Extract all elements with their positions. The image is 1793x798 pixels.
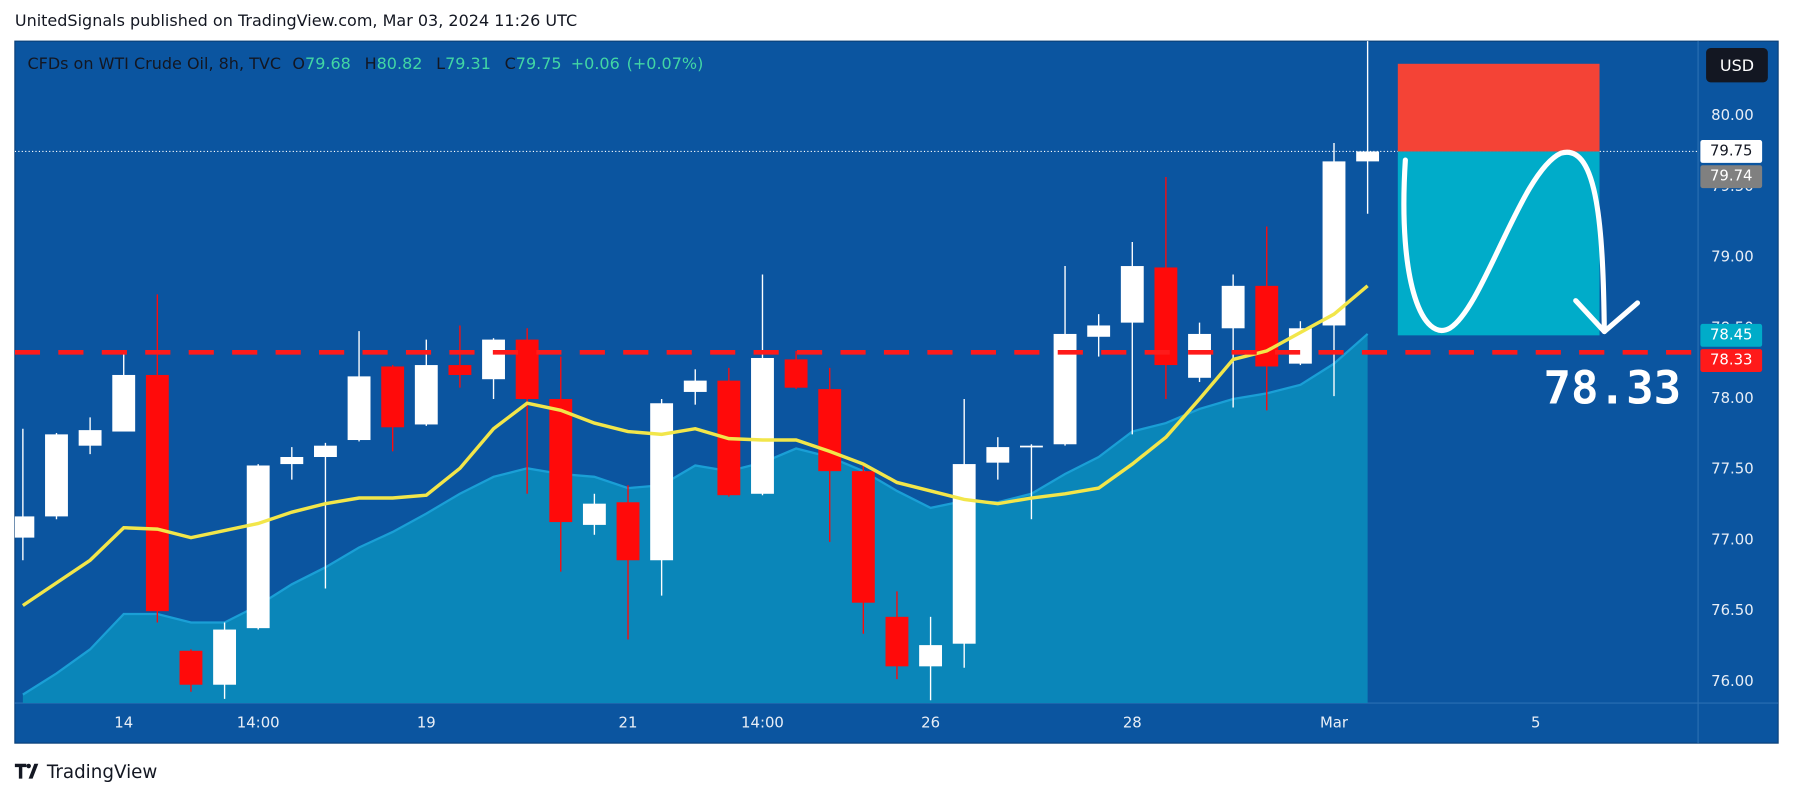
ohlc-value: 79.75 bbox=[516, 54, 562, 73]
usd-button-bg[interactable] bbox=[1706, 48, 1768, 83]
candle-body bbox=[145, 374, 169, 612]
y-tick-label: 77.00 bbox=[1711, 530, 1754, 548]
candle-body bbox=[246, 465, 270, 629]
candle-body bbox=[885, 616, 909, 667]
candle-body bbox=[1053, 333, 1077, 445]
ohlc-label: C bbox=[505, 54, 516, 73]
price-tag-label: 79.74 bbox=[1710, 167, 1753, 185]
level-annotation: 78.33 bbox=[1544, 362, 1682, 415]
candle-body bbox=[1322, 161, 1346, 326]
candle-body bbox=[314, 445, 337, 457]
candle-body bbox=[650, 403, 674, 561]
x-tick-label: 5 bbox=[1531, 714, 1540, 732]
price-tag bbox=[1700, 323, 1763, 347]
candle-body bbox=[952, 464, 976, 644]
moving-average bbox=[21, 284, 1369, 607]
brand-logo: TradingView bbox=[14, 762, 158, 783]
candle-body bbox=[751, 357, 774, 494]
y-tick-label: 76.00 bbox=[1711, 672, 1754, 690]
candle-body bbox=[1154, 267, 1178, 366]
ohlc-label: O bbox=[292, 54, 305, 73]
plot-area bbox=[14, 41, 1699, 704]
candle-body bbox=[414, 365, 438, 425]
overlay: CFDs on WTI Crude Oil, 8h, TVC O79.68 H80.… bbox=[27, 54, 1763, 732]
ohlc-value: 80.82 bbox=[377, 54, 423, 73]
candle-body bbox=[179, 650, 203, 685]
hand-arrow bbox=[1401, 149, 1607, 335]
candle-body bbox=[381, 366, 405, 428]
candle-body bbox=[616, 502, 640, 561]
ohlc-label: H bbox=[365, 54, 377, 73]
change: +0.06 bbox=[571, 54, 620, 73]
price-tag-label: 78.33 bbox=[1710, 351, 1753, 369]
y-tick-label: 79.00 bbox=[1711, 248, 1754, 266]
candle-body bbox=[14, 516, 35, 538]
candle-body bbox=[448, 365, 472, 375]
candle-body bbox=[515, 339, 539, 400]
ohlc-value: 79.31 bbox=[445, 54, 491, 73]
candle-body bbox=[1087, 325, 1111, 337]
candle-body bbox=[1120, 266, 1144, 323]
price-tag bbox=[1700, 349, 1763, 372]
candle-body bbox=[1356, 151, 1380, 162]
x-tick-label: 21 bbox=[619, 714, 638, 732]
candle-body bbox=[549, 399, 573, 523]
attribution: UnitedSignals published on TradingView.c… bbox=[15, 11, 577, 30]
candle-body bbox=[1019, 445, 1043, 448]
candle-body bbox=[818, 389, 842, 472]
y-tick-label: 78.00 bbox=[1711, 389, 1754, 407]
x-tick-label: 19 bbox=[417, 714, 436, 732]
candle-body bbox=[683, 380, 707, 392]
price-tag bbox=[1700, 140, 1763, 163]
y-tick-label: 77.50 bbox=[1711, 460, 1754, 478]
x-tick-label: 14:00 bbox=[237, 714, 280, 732]
candle-body bbox=[280, 456, 304, 465]
logo-icon bbox=[14, 763, 39, 779]
price-tag-label: 78.45 bbox=[1710, 325, 1753, 343]
candle-body bbox=[851, 471, 875, 603]
x-tick-label: 14 bbox=[114, 714, 133, 732]
change-pct: (+0.07%) bbox=[627, 54, 704, 73]
x-tick-label: 26 bbox=[921, 714, 940, 732]
candle-body bbox=[482, 339, 505, 380]
candle-body bbox=[1221, 285, 1245, 329]
y-tick-label: 80.00 bbox=[1711, 106, 1754, 124]
candle-body bbox=[582, 503, 606, 525]
candle-body bbox=[784, 359, 808, 388]
candle-body bbox=[986, 447, 1010, 463]
brand: TradingView bbox=[46, 762, 158, 783]
candle-body bbox=[213, 629, 237, 685]
symbol: CFDs on WTI Crude Oil, 8h, TVC bbox=[27, 54, 281, 73]
currency[interactable]: USD bbox=[1720, 56, 1754, 75]
candle-body bbox=[919, 645, 943, 667]
ohlc-value: 79.68 bbox=[305, 54, 351, 73]
ohlc-label: L bbox=[436, 54, 445, 73]
band-area bbox=[22, 333, 1368, 704]
y-tick-label: 76.50 bbox=[1711, 601, 1754, 619]
candle-body bbox=[347, 376, 371, 441]
stop-zone bbox=[1397, 63, 1600, 152]
candle-body bbox=[112, 374, 136, 432]
price-tag bbox=[1700, 165, 1763, 189]
price-tag-label: 79.75 bbox=[1710, 141, 1753, 159]
hand-arrow-head bbox=[1573, 298, 1641, 335]
legend-header: CFDs on WTI Crude Oil, 8h, TVC O79.68 H80.… bbox=[27, 54, 703, 73]
x-tick-label: 14:00 bbox=[741, 714, 784, 732]
candle-body bbox=[45, 434, 68, 517]
x-tick-label: Mar bbox=[1320, 714, 1349, 732]
candle-body bbox=[1188, 333, 1211, 378]
usd-button[interactable]: USD bbox=[1706, 48, 1768, 83]
candle-body bbox=[78, 430, 102, 446]
x-tick-label: 28 bbox=[1123, 714, 1142, 732]
